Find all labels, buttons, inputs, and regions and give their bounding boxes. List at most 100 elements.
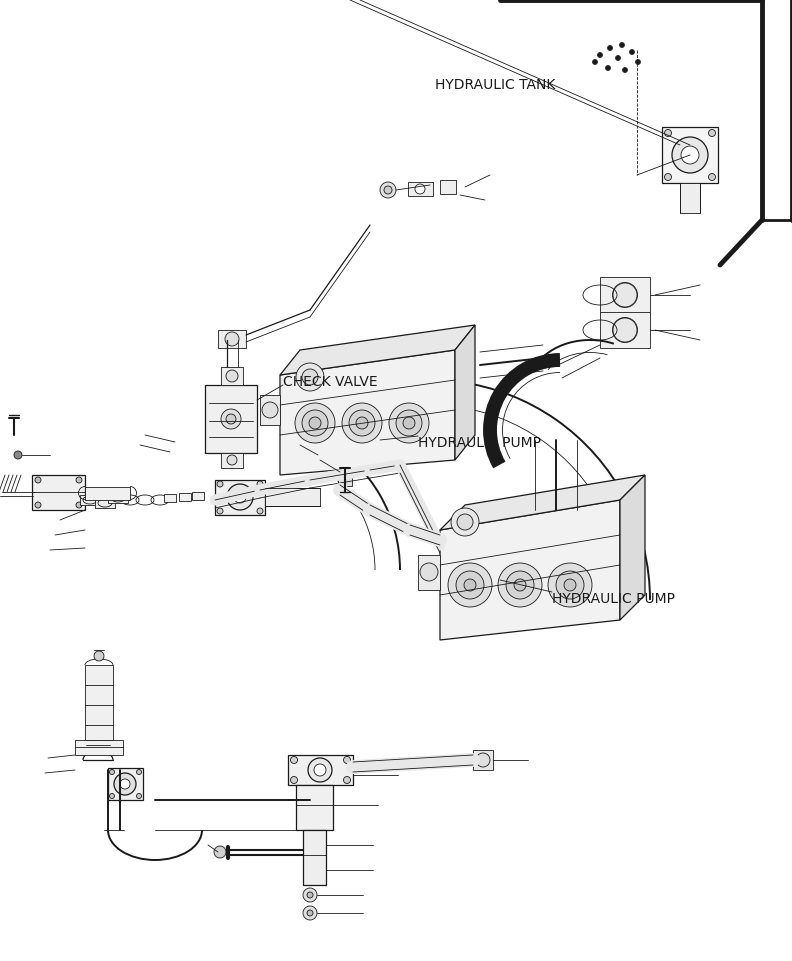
Circle shape bbox=[342, 403, 382, 443]
Circle shape bbox=[606, 65, 611, 70]
Circle shape bbox=[296, 363, 324, 391]
Circle shape bbox=[217, 481, 223, 487]
Circle shape bbox=[681, 146, 699, 164]
Polygon shape bbox=[108, 493, 128, 503]
Circle shape bbox=[257, 508, 263, 514]
Circle shape bbox=[307, 910, 313, 916]
Circle shape bbox=[623, 67, 627, 72]
Bar bbox=[85, 665, 113, 740]
Circle shape bbox=[109, 770, 115, 775]
Circle shape bbox=[457, 514, 473, 530]
Circle shape bbox=[214, 846, 226, 858]
Polygon shape bbox=[662, 127, 718, 183]
Circle shape bbox=[613, 318, 637, 342]
Polygon shape bbox=[338, 474, 352, 486]
Bar bbox=[265, 488, 320, 506]
Circle shape bbox=[257, 481, 263, 487]
Circle shape bbox=[136, 770, 142, 775]
Circle shape bbox=[619, 42, 625, 47]
Circle shape bbox=[349, 410, 375, 436]
Circle shape bbox=[592, 60, 597, 64]
Polygon shape bbox=[620, 475, 645, 620]
Circle shape bbox=[548, 563, 592, 607]
Circle shape bbox=[630, 50, 634, 55]
Text: HYDRAULIC PUMP: HYDRAULIC PUMP bbox=[418, 436, 541, 450]
Polygon shape bbox=[600, 277, 650, 313]
Circle shape bbox=[356, 417, 368, 429]
Circle shape bbox=[226, 414, 236, 424]
Bar bbox=[164, 494, 176, 502]
Circle shape bbox=[262, 402, 278, 418]
Circle shape bbox=[344, 756, 351, 763]
Circle shape bbox=[291, 776, 298, 783]
Circle shape bbox=[607, 45, 612, 51]
Circle shape bbox=[635, 60, 641, 64]
Circle shape bbox=[302, 369, 318, 385]
Bar bbox=[680, 183, 700, 213]
Circle shape bbox=[396, 410, 422, 436]
Circle shape bbox=[226, 370, 238, 382]
Circle shape bbox=[303, 906, 317, 920]
Circle shape bbox=[344, 776, 351, 783]
Text: HYDRAULIC TANK: HYDRAULIC TANK bbox=[435, 78, 555, 92]
Circle shape bbox=[307, 892, 313, 898]
Polygon shape bbox=[80, 495, 100, 505]
Polygon shape bbox=[296, 785, 333, 830]
Circle shape bbox=[597, 53, 603, 58]
Circle shape bbox=[403, 417, 415, 429]
Circle shape bbox=[384, 186, 392, 194]
Polygon shape bbox=[205, 385, 257, 453]
Circle shape bbox=[136, 794, 142, 799]
Circle shape bbox=[35, 477, 41, 483]
Circle shape bbox=[225, 332, 239, 346]
Circle shape bbox=[227, 484, 253, 510]
Circle shape bbox=[120, 779, 130, 789]
Bar bbox=[440, 180, 456, 194]
Circle shape bbox=[291, 756, 298, 763]
Circle shape bbox=[76, 502, 82, 508]
Polygon shape bbox=[32, 475, 85, 510]
Polygon shape bbox=[95, 498, 115, 508]
Polygon shape bbox=[418, 555, 440, 590]
Circle shape bbox=[114, 773, 136, 795]
Circle shape bbox=[221, 409, 241, 429]
Bar bbox=[85, 487, 130, 500]
Circle shape bbox=[227, 455, 237, 465]
Circle shape bbox=[309, 417, 321, 429]
Circle shape bbox=[420, 563, 438, 581]
Polygon shape bbox=[600, 312, 650, 348]
Polygon shape bbox=[288, 755, 353, 785]
Circle shape bbox=[709, 130, 715, 136]
Circle shape bbox=[615, 56, 620, 61]
Circle shape bbox=[76, 477, 82, 483]
Circle shape bbox=[302, 410, 328, 436]
Polygon shape bbox=[303, 830, 326, 885]
Bar bbox=[408, 182, 433, 196]
Circle shape bbox=[556, 571, 584, 599]
Circle shape bbox=[313, 796, 325, 808]
Polygon shape bbox=[440, 475, 645, 530]
Circle shape bbox=[448, 563, 492, 607]
Polygon shape bbox=[215, 480, 265, 515]
Circle shape bbox=[295, 403, 335, 443]
Circle shape bbox=[664, 130, 672, 136]
Polygon shape bbox=[108, 768, 143, 800]
Bar bbox=[221, 453, 243, 468]
Bar bbox=[218, 330, 246, 348]
Circle shape bbox=[514, 579, 526, 591]
Circle shape bbox=[476, 753, 490, 767]
Text: CHECK VALVE: CHECK VALVE bbox=[283, 375, 378, 389]
Circle shape bbox=[672, 137, 708, 173]
Polygon shape bbox=[280, 350, 455, 475]
Polygon shape bbox=[455, 325, 475, 460]
Bar bbox=[221, 367, 243, 385]
Circle shape bbox=[451, 508, 479, 536]
Circle shape bbox=[415, 184, 425, 194]
Circle shape bbox=[217, 508, 223, 514]
Circle shape bbox=[498, 563, 542, 607]
Circle shape bbox=[303, 888, 317, 902]
Circle shape bbox=[380, 182, 396, 198]
Circle shape bbox=[456, 571, 484, 599]
Polygon shape bbox=[308, 794, 330, 810]
Circle shape bbox=[94, 651, 104, 661]
